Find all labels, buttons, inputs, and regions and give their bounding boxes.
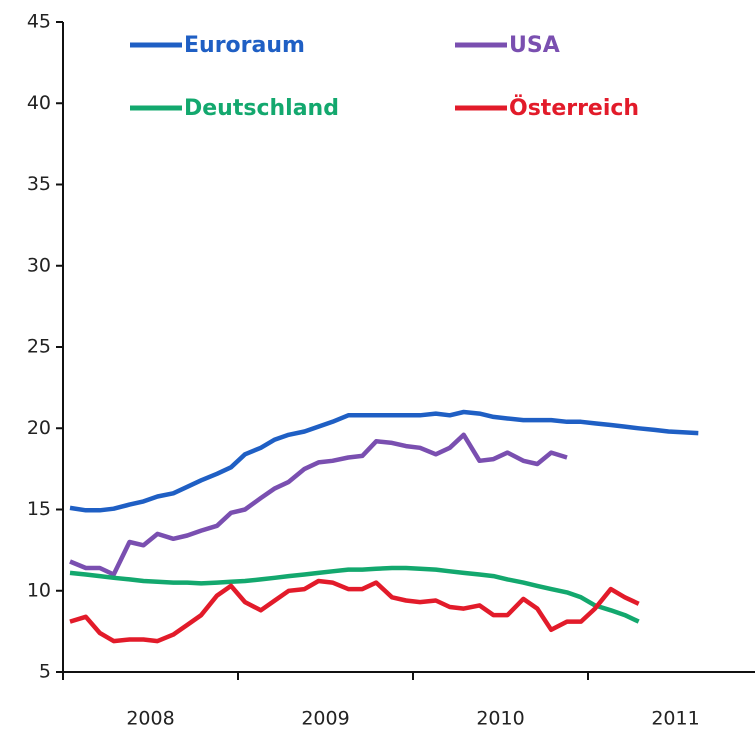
- y-tick-label: 25: [27, 336, 51, 358]
- legend-label: Deutschland: [184, 96, 339, 121]
- x-tick-label: 2011: [651, 708, 699, 730]
- legend-label: Österreich: [509, 95, 639, 121]
- legend-label: USA: [509, 33, 560, 58]
- y-tick-label: 20: [27, 417, 51, 439]
- y-tick-label: 35: [27, 173, 51, 195]
- y-tick-label: 45: [27, 11, 51, 33]
- y-tick-label: 15: [27, 498, 51, 520]
- y-tick-label: 10: [27, 579, 51, 601]
- x-tick-label: 2008: [126, 708, 174, 730]
- series-line: [69, 565, 640, 624]
- y-tick-label: 30: [27, 254, 51, 276]
- x-tick-label: 2009: [301, 708, 349, 730]
- legend-label: Euroraum: [184, 33, 305, 58]
- y-tick-label: 40: [27, 92, 51, 114]
- x-tick-label: 2010: [476, 708, 524, 730]
- series-line: [69, 578, 640, 644]
- series-line: [69, 432, 568, 577]
- y-tick-label: 5: [39, 661, 51, 683]
- series-line: [69, 409, 699, 513]
